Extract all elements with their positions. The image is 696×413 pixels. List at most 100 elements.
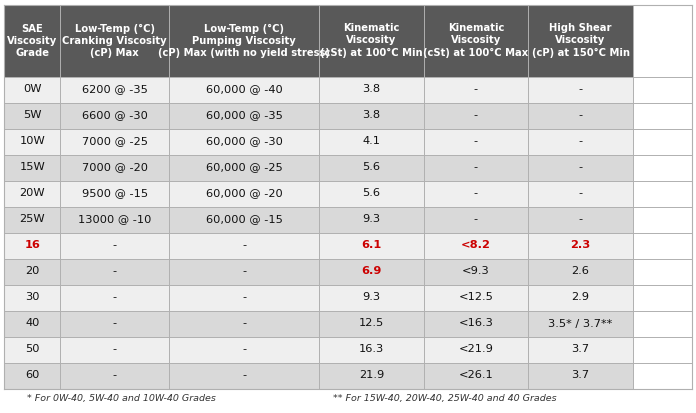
Bar [61,180,169,206]
Bar [319,206,424,233]
Bar [319,337,424,363]
Text: 16: 16 [24,240,40,251]
Text: Kinematic
Viscosity
(cSt) at 100°C Min: Kinematic Viscosity (cSt) at 100°C Min [320,24,422,57]
Text: 60,000 @ -15: 60,000 @ -15 [206,214,283,225]
Text: 60: 60 [25,370,40,380]
Text: 60,000 @ -25: 60,000 @ -25 [206,162,283,173]
Bar [319,128,424,154]
Text: 3.5* / 3.7**: 3.5* / 3.7** [548,318,612,328]
Text: 5W: 5W [23,111,42,121]
Bar [61,154,169,180]
Bar [424,5,528,76]
Bar [169,206,319,233]
Bar [4,259,61,285]
Bar [61,337,169,363]
Text: 9500 @ -15: 9500 @ -15 [81,188,148,199]
Bar [61,102,169,128]
Text: -: - [578,137,583,147]
Text: 7000 @ -20: 7000 @ -20 [81,162,148,173]
Bar [4,337,61,363]
Text: 60,000 @ -30: 60,000 @ -30 [206,137,283,147]
Text: 60,000 @ -20: 60,000 @ -20 [206,188,283,199]
Text: ** For 15W-40, 20W-40, 25W-40 and 40 Grades: ** For 15W-40, 20W-40, 25W-40 and 40 Gra… [333,394,556,404]
Bar [528,102,633,128]
Bar [61,128,169,154]
Bar [169,5,319,76]
Bar [4,5,61,76]
Bar [61,5,169,76]
Bar [319,285,424,311]
Bar [424,154,528,180]
Text: -: - [474,137,478,147]
Bar [424,337,528,363]
Bar [61,206,169,233]
Text: -: - [242,370,246,380]
Bar [528,128,633,154]
Text: 4.1: 4.1 [363,137,381,147]
Text: 21.9: 21.9 [358,370,384,380]
Bar [424,180,528,206]
Bar [4,76,61,102]
Text: 12.5: 12.5 [358,318,384,328]
Text: 3.8: 3.8 [363,111,381,121]
Text: 50: 50 [25,344,40,354]
Bar [61,233,169,259]
Text: <9.3: <9.3 [462,266,490,276]
Bar [528,180,633,206]
Text: 30: 30 [25,292,40,302]
Bar [528,154,633,180]
Text: <21.9: <21.9 [459,344,493,354]
Bar [169,259,319,285]
Bar [4,206,61,233]
Text: -: - [474,111,478,121]
Bar [169,180,319,206]
Text: -: - [113,370,117,380]
Text: 6.1: 6.1 [361,240,381,251]
Text: <16.3: <16.3 [459,318,493,328]
Bar [528,233,633,259]
Bar [169,311,319,337]
Text: SAE
Viscosity
Grade: SAE Viscosity Grade [7,24,57,57]
Bar [169,285,319,311]
Bar [424,285,528,311]
Text: 5.6: 5.6 [363,162,381,173]
Bar [424,102,528,128]
Text: 5.6: 5.6 [363,188,381,199]
Text: 60,000 @ -40: 60,000 @ -40 [206,85,283,95]
Text: <26.1: <26.1 [459,370,493,380]
Bar [424,233,528,259]
Bar [319,5,424,76]
Bar [424,311,528,337]
Bar [4,233,61,259]
Text: -: - [578,162,583,173]
Bar [319,76,424,102]
Bar [528,206,633,233]
Bar [61,311,169,337]
Text: -: - [578,214,583,225]
Text: 16.3: 16.3 [358,344,384,354]
Bar [319,311,424,337]
Text: 0W: 0W [23,85,42,95]
Text: -: - [242,344,246,354]
Bar [424,363,528,389]
Bar [169,154,319,180]
Text: 40: 40 [25,318,40,328]
Bar [528,259,633,285]
Text: High Shear
Viscosity
(cP) at 150°C Min: High Shear Viscosity (cP) at 150°C Min [532,24,630,57]
Text: 60,000 @ -35: 60,000 @ -35 [206,111,283,121]
Bar [61,363,169,389]
Bar [319,180,424,206]
Bar [528,285,633,311]
Bar [528,76,633,102]
Bar [424,206,528,233]
Text: -: - [242,292,246,302]
Text: -: - [242,240,246,251]
Text: 6200 @ -35: 6200 @ -35 [82,85,148,95]
Bar [4,285,61,311]
Text: 25W: 25W [19,214,45,225]
Bar [528,5,633,76]
Text: 3.8: 3.8 [363,85,381,95]
Text: 3.7: 3.7 [571,370,590,380]
Text: 2.3: 2.3 [571,240,591,251]
Text: -: - [242,318,246,328]
